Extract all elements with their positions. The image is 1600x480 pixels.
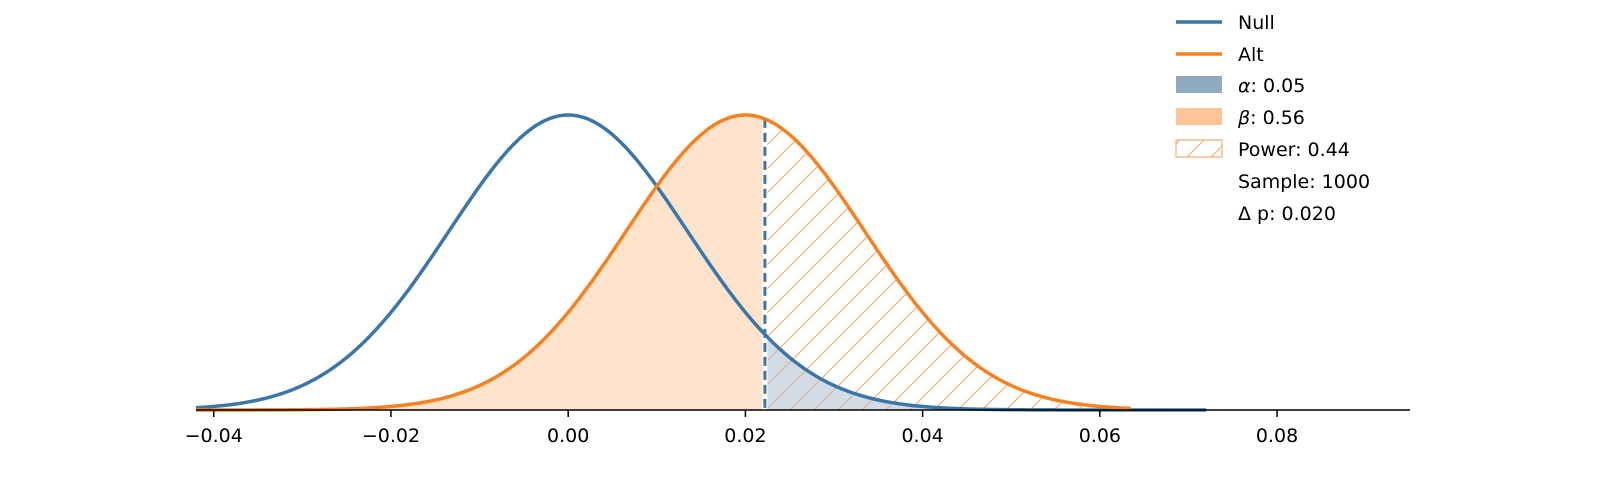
x-tick-label: −0.02 xyxy=(362,425,420,447)
legend-entry-null: Null xyxy=(1176,12,1275,34)
x-tick-label: 0.02 xyxy=(724,425,766,447)
legend-entry-alpha: α: 0.05 xyxy=(1176,75,1305,97)
x-ticks: −0.04 −0.02 0.00 0.02 0.04 0.06 0.08 xyxy=(185,410,1298,447)
null-distribution-curve xyxy=(195,113,765,410)
x-tick-label: −0.04 xyxy=(185,425,243,447)
beta-region xyxy=(196,115,765,410)
legend-entry-power: Power: 0.44 xyxy=(1175,139,1350,161)
x-tick-label: 0.08 xyxy=(1256,425,1298,447)
legend: Null Alt α: 0.05 β: 0.56 Power: 0.44 Sam… xyxy=(1175,12,1370,225)
legend-swatch-beta xyxy=(1176,108,1222,125)
legend-label-power: Power: 0.44 xyxy=(1238,139,1350,161)
legend-label-alt: Alt xyxy=(1238,44,1264,66)
power-region xyxy=(764,118,1131,411)
legend-delta-p: Δ p: 0.020 xyxy=(1238,203,1336,225)
legend-swatch-alpha xyxy=(1176,76,1222,93)
legend-label-beta: β: 0.56 xyxy=(1237,107,1305,129)
x-tick-label: 0.00 xyxy=(547,425,589,447)
x-tick-label: 0.04 xyxy=(901,425,943,447)
x-tick-label: 0.06 xyxy=(1079,425,1121,447)
legend-entry-alt: Alt xyxy=(1176,44,1264,66)
legend-label-alpha: α: 0.05 xyxy=(1238,75,1305,97)
x-axis: −0.04 −0.02 0.00 0.02 0.04 0.06 0.08 xyxy=(185,409,1410,447)
alt-distribution-curve xyxy=(196,113,1131,412)
legend-entry-beta: β: 0.56 xyxy=(1176,107,1305,129)
legend-label-null: Null xyxy=(1238,12,1275,34)
legend-swatch-power xyxy=(1175,139,1223,158)
legend-sample-size: Sample: 1000 xyxy=(1238,171,1370,193)
alpha-region xyxy=(764,334,1207,410)
plot-area xyxy=(195,113,1207,412)
